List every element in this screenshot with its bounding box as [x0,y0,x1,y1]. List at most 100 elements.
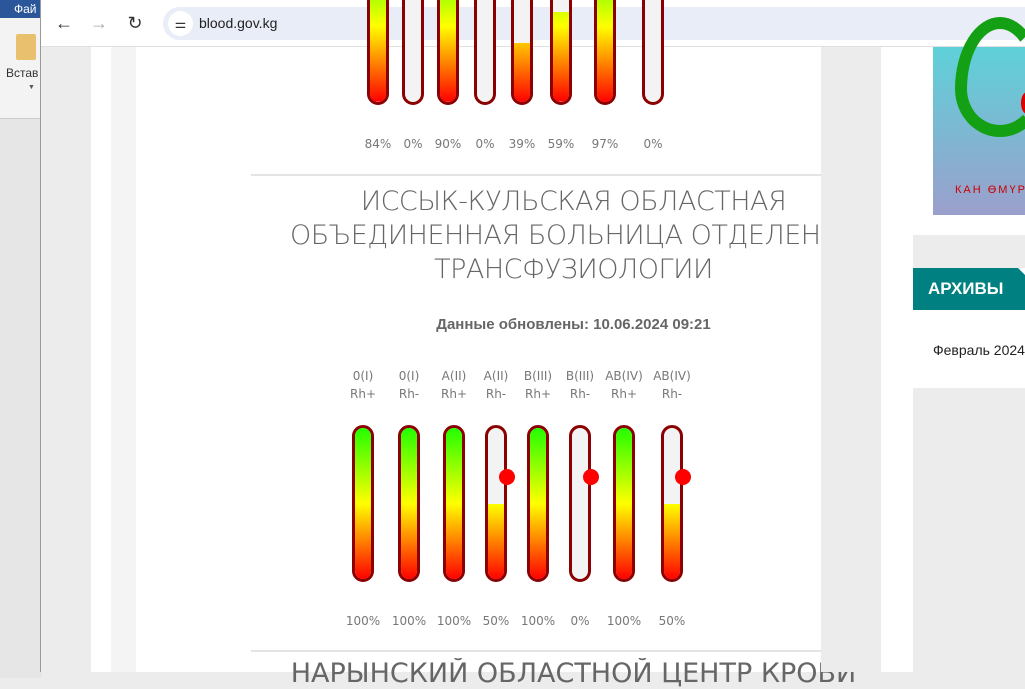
divider [251,174,896,176]
group-name: AB(IV) [653,369,691,383]
tube-fill [488,503,504,579]
logo-card: КАН ӨМҮР [913,17,1025,235]
blood-level-tube [402,0,424,105]
blood-level-tube [661,425,683,582]
tube-fill [355,428,371,579]
group-name: B(III) [565,369,595,383]
blood-level-tube [511,0,533,105]
blood-level-tube [437,0,459,105]
chevron-down-icon[interactable]: ▼ [28,84,35,91]
percent-label: 100% [606,614,642,628]
rh-factor: Rh+ [525,387,551,401]
word-document-area [0,118,42,678]
rh-factor: Rh- [485,387,507,401]
main-content: 84% 0% 90% 0% 39% 59% 97% 0% ИССЫК-КУЛЬСКАЯ ОБЛ… [136,0,896,689]
tube-fill [440,0,456,102]
reload-icon[interactable]: ↻ [127,13,143,33]
percent-label: 0% [475,137,495,151]
archive-link[interactable]: Февраль 2024 [933,342,1025,358]
page-gutter [881,47,913,672]
blood-level-tube [613,425,635,582]
group-name: A(II) [441,369,467,383]
percent-label: 0% [570,614,590,628]
blood-level-tube [352,425,374,582]
paste-label[interactable]: Встав [6,66,39,80]
tube-fill [553,12,569,102]
url-text[interactable]: blood.gov.kg [199,15,278,31]
tube-fill [616,428,632,579]
rh-factor: Rh- [661,387,683,401]
sidebar: КАН ӨМҮР АРХИВЫ Февраль 2024 [913,17,1025,672]
browser-window: ← → ↻ ⚌ blood.gov.kg 84% 0% 90% 0% 39% 59% 97%… [40,0,1025,689]
page-gutter [821,47,881,672]
blood-level-tube [642,0,664,105]
blood-level-tube [569,425,591,582]
tube-fill [530,428,546,579]
blood-drop-icon [1021,92,1025,114]
blood-group-label: B(III) Rh+ [513,367,563,403]
kan-omur-logo[interactable]: КАН ӨМҮР [933,17,1025,215]
tube-fill [401,428,417,579]
site-settings-icon[interactable]: ⚌ [168,11,193,36]
blood-group-label: 0(I) Rh- [384,367,434,403]
tube-fill [664,503,680,579]
percent-label: 0% [643,137,663,151]
word-file-tab[interactable]: Фай [0,0,42,18]
group-name: A(II) [483,369,509,383]
percent-label: 100% [345,614,381,628]
group-name: AB(IV) [605,369,643,383]
percent-label: 50% [482,614,510,628]
back-icon[interactable]: ← [55,13,73,33]
percent-label: 100% [436,614,472,628]
divider [251,650,896,652]
low-stock-marker [499,469,515,486]
blood-level-tube [594,0,616,105]
word-window: Фай Встав ▼ [0,0,42,678]
percent-label: 0% [403,137,423,151]
blood-group-label: 0(I) Rh+ [338,367,388,403]
blood-level-tube [474,0,496,105]
blood-group-label: B(III) Rh- [555,367,605,403]
group-name: B(III) [523,369,553,383]
group-name: 0(I) [352,369,374,383]
percent-label: 59% [547,137,575,151]
percent-label: 39% [508,137,536,151]
tube-fill [514,42,530,102]
rh-factor: Rh- [569,387,591,401]
tube-fill [597,0,613,102]
rh-factor: Rh+ [441,387,467,401]
percent-label: 50% [658,614,686,628]
blood-level-tube [485,425,507,582]
section-title: ИССЫК-КУЛЬСКАЯ ОБЛАСТНАЯ ОБЪЕДИНЕННАЯ БО… [289,186,858,285]
logo-text: КАН ӨМҮР [955,184,1025,196]
percent-label: 97% [591,137,619,151]
blood-level-tube [367,0,389,105]
blood-level-tube [443,425,465,582]
archives-list: Февраль 2024 [913,310,1025,388]
blood-level-tube [550,0,572,105]
blood-group-label: A(II) Rh+ [429,367,479,403]
browser-toolbar: ← → ↻ ⚌ blood.gov.kg [41,0,1025,47]
rh-factor: Rh+ [350,387,376,401]
next-section-title: НАРЫНСКИЙ ОБЛАСТНОЙ ЦЕНТР КРОВИ [290,658,857,689]
updated-timestamp: Данные обновлены: 10.06.2024 09:21 [436,316,711,333]
blood-level-tube [398,425,420,582]
percent-label: 84% [364,137,392,151]
tube-fill [446,428,462,579]
blood-group-label: AB(IV) Rh- [647,367,697,403]
low-stock-marker [583,469,599,486]
percent-label: 90% [434,137,462,151]
group-name: 0(I) [398,369,420,383]
blood-group-label: A(II) Rh- [471,367,521,403]
forward-icon[interactable]: → [90,13,108,33]
rh-factor: Rh- [398,387,420,401]
page-margin [91,47,111,672]
tube-fill [370,0,386,102]
rh-factor: Rh+ [611,387,637,401]
page-margin [111,47,136,672]
archives-heading: АРХИВЫ [913,268,1025,310]
percent-label: 100% [391,614,427,628]
low-stock-marker [675,469,691,486]
blood-level-tube [527,425,549,582]
paste-icon[interactable] [16,34,36,60]
